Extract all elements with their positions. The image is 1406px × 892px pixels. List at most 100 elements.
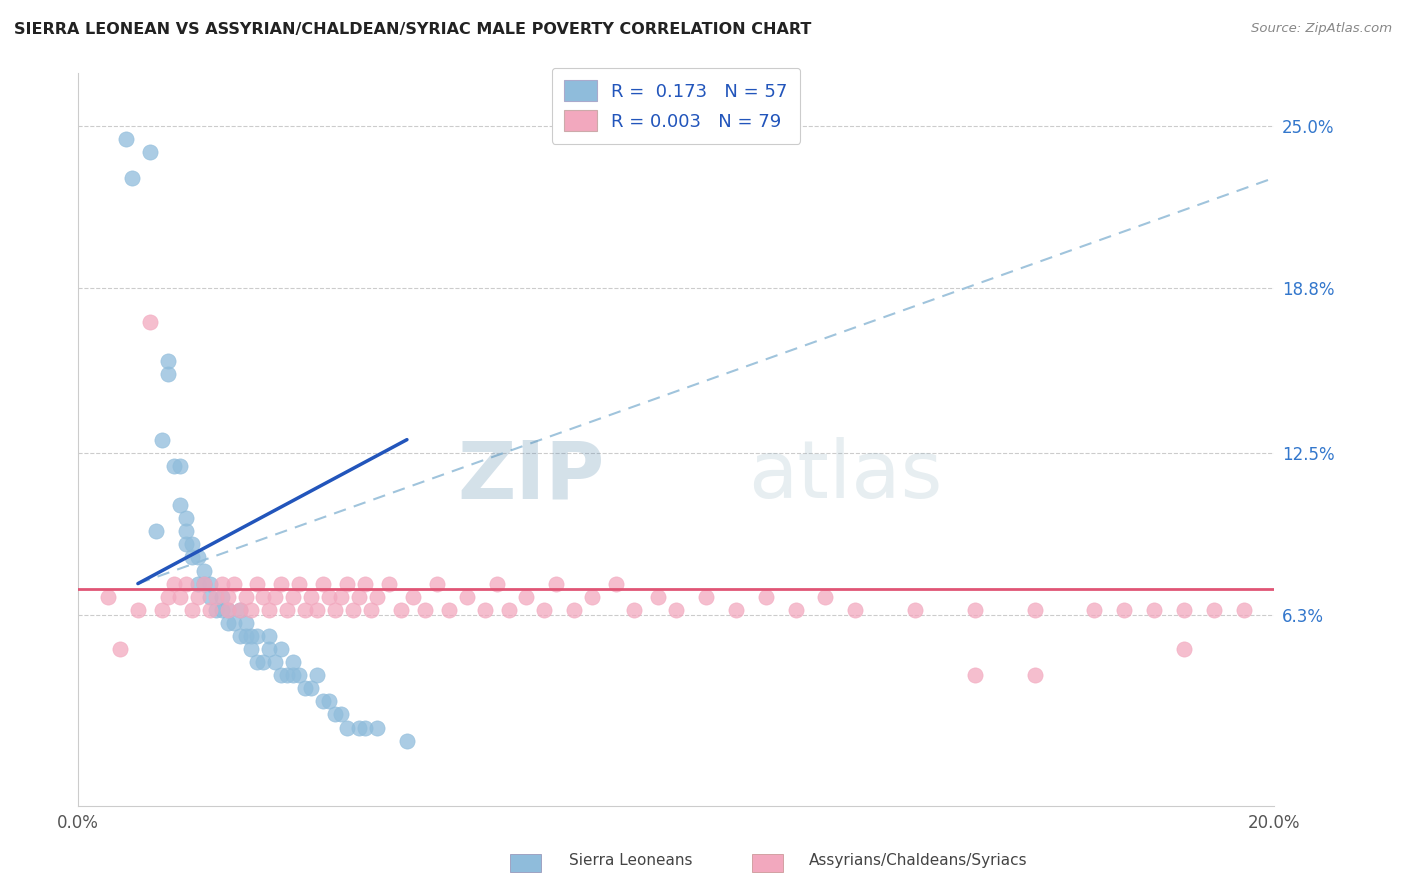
Point [222,615,245,630]
Point [156,354,179,368]
Text: SIERRA LEONEAN VS ASSYRIAN/CHALDEAN/SYRIAC MALE POVERTY CORRELATION CHART: SIERRA LEONEAN VS ASSYRIAN/CHALDEAN/SYRI… [14,22,811,37]
Point [1173,603,1195,617]
Point [174,576,197,591]
Point [169,458,191,473]
Point [276,668,298,682]
Point [1024,603,1046,617]
Point [198,590,221,604]
Point [217,603,239,617]
Point [647,590,669,604]
Point [1173,642,1195,657]
Point [785,603,807,617]
Point [755,590,778,604]
Point [270,642,292,657]
Text: Source: ZipAtlas.com: Source: ZipAtlas.com [1251,22,1392,36]
Point [402,590,425,604]
Point [259,629,281,643]
Point [498,603,520,617]
Text: atlas: atlas [748,437,942,516]
Point [1143,603,1166,617]
Point [318,694,340,708]
Text: Sierra Leoneans: Sierra Leoneans [569,853,693,868]
Point [581,590,603,604]
Point [139,145,162,159]
Point [299,681,322,696]
Point [963,603,986,617]
Point [174,537,197,551]
Point [240,603,263,617]
Point [294,681,316,696]
Point [360,603,382,617]
Point [264,590,287,604]
Point [217,590,239,604]
Point [121,170,143,185]
Point [366,590,388,604]
Point [1233,603,1256,617]
Point [366,721,388,735]
Point [156,368,179,382]
Point [312,576,335,591]
Point [97,590,120,604]
Point [378,576,401,591]
Point [193,564,215,578]
Point [204,590,226,604]
Point [336,721,359,735]
Point [342,603,364,617]
Legend: R =  0.173   N = 57, R = 0.003   N = 79: R = 0.173 N = 57, R = 0.003 N = 79 [551,68,800,144]
Point [623,603,645,617]
Point [246,629,269,643]
Point [204,603,226,617]
Point [562,603,585,617]
Point [139,315,162,329]
Point [844,603,866,617]
Point [312,694,335,708]
Point [180,603,202,617]
Point [174,524,197,539]
Point [145,524,167,539]
Point [169,498,191,512]
Point [283,590,305,604]
Point [695,590,717,604]
Point [389,603,412,617]
Point [211,590,233,604]
Point [323,707,346,722]
Point [294,603,316,617]
Point [187,550,209,565]
Point [283,668,305,682]
Point [228,603,250,617]
Point [307,603,329,617]
Point [515,590,537,604]
Point [605,576,627,591]
Text: ZIP: ZIP [457,437,605,516]
Point [259,603,281,617]
Point [163,458,186,473]
Point [814,590,837,604]
Point [426,576,449,591]
Point [288,576,311,591]
Point [211,603,233,617]
Point [485,576,508,591]
Point [252,590,274,604]
Point [336,576,359,591]
Point [259,642,281,657]
Point [665,603,688,617]
Point [347,721,370,735]
Point [270,668,292,682]
Point [330,590,353,604]
Point [180,550,202,565]
Point [222,576,245,591]
Point [276,603,298,617]
Point [217,615,239,630]
Point [198,603,221,617]
Point [174,511,197,525]
Point [108,642,131,657]
Point [150,603,173,617]
Point [187,590,209,604]
Point [211,576,233,591]
Point [235,629,257,643]
Point [127,603,149,617]
Point [546,576,568,591]
Point [323,603,346,617]
Point [228,629,250,643]
Point [288,668,311,682]
